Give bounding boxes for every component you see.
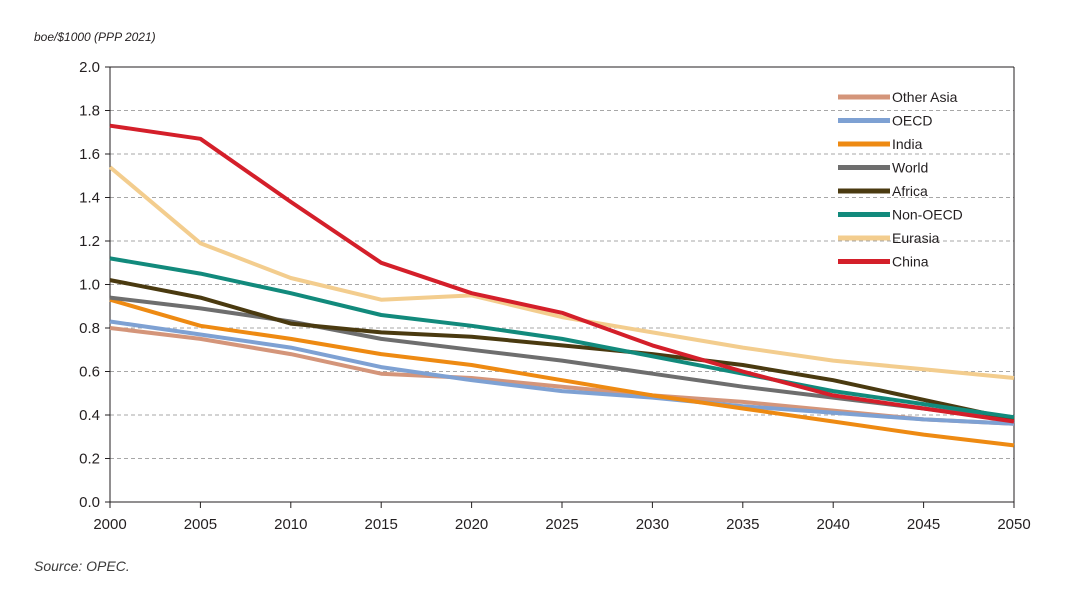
x-tick-label: 2020	[455, 516, 488, 533]
x-tick-label: 2045	[907, 516, 940, 533]
gridlines	[110, 110, 1014, 459]
legend-label: Eurasia	[892, 230, 940, 246]
legend: Other Asia OECD India World Africa Non-OECD Eu…	[838, 89, 963, 270]
x-tick-label: 2005	[184, 516, 217, 533]
y-tick-label: 0.8	[79, 320, 100, 337]
series-line-china	[109, 123, 1015, 424]
x-tick-label: 2050	[997, 516, 1030, 533]
y-tick-label: 0.0	[79, 494, 100, 511]
x-tick-label: 2010	[274, 516, 307, 533]
legend-label: India	[892, 136, 923, 152]
y-tick-label: 1.8	[79, 103, 100, 120]
y-tick-label: 1.6	[79, 146, 100, 163]
series-line-africa	[109, 278, 1015, 422]
legend-label: Africa	[892, 183, 928, 199]
y-axis-unit-label: boe/$1000 (PPP 2021)	[34, 30, 156, 44]
y-tick-label: 2.0	[79, 59, 100, 76]
legend-label: OECD	[892, 113, 932, 129]
x-tick-label: 2015	[365, 516, 398, 533]
y-tick-label: 1.0	[79, 277, 100, 294]
y-tick-label: 0.6	[79, 364, 100, 381]
legend-label: Non-OECD	[892, 207, 963, 223]
x-tick-label: 2000	[93, 516, 126, 533]
x-tick-label: 2040	[817, 516, 850, 533]
legend-label: Other Asia	[892, 89, 958, 105]
series-line-eurasia	[108, 165, 1015, 380]
x-axis-ticks: 2000 2005 2010 2015 2020 2025 2030 2035 2040 2045…	[93, 502, 1031, 533]
series-line-india	[109, 297, 1015, 448]
x-tick-label: 2025	[545, 516, 578, 533]
y-tick-label: 0.2	[79, 451, 100, 468]
x-tick-label: 2035	[726, 516, 759, 533]
x-tick-label: 2030	[636, 516, 669, 533]
y-tick-label: 0.4	[79, 407, 100, 424]
y-tick-label: 1.4	[79, 190, 100, 207]
legend-label: China	[892, 254, 929, 270]
series-lines	[108, 123, 1015, 448]
y-axis-ticks: 0.0 0.2 0.4 0.6 0.8 1.0 1.2 1.4 1.6 1.8 2.0	[79, 59, 110, 511]
series-line-oecd	[109, 319, 1015, 426]
source-note: Source: OPEC.	[34, 558, 130, 574]
y-tick-label: 1.2	[79, 233, 100, 250]
legend-label: World	[892, 160, 928, 176]
series-line-non-oecd	[109, 256, 1015, 420]
